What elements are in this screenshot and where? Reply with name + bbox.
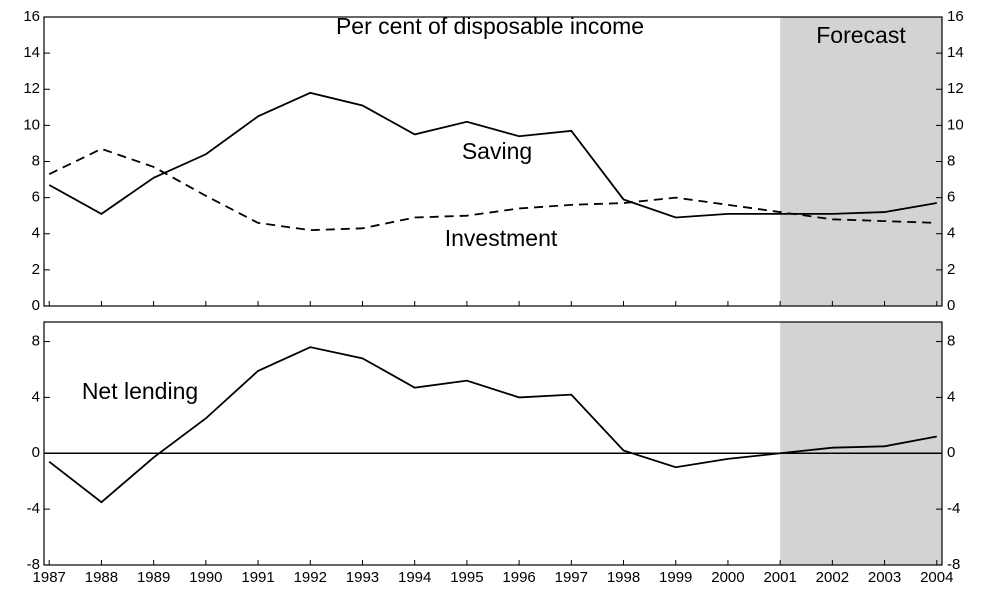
y-tick-label: 6	[32, 189, 40, 206]
x-tick-label: 1989	[137, 569, 170, 586]
chart-title: Per cent of disposable income	[336, 13, 644, 39]
y-tick-label: 10	[23, 116, 40, 133]
y-tick-label: 8	[32, 333, 40, 350]
y-tick-label: 16	[23, 8, 40, 25]
forecast-label: Forecast	[816, 22, 906, 48]
y-tick-label: 4	[32, 225, 40, 242]
x-tick-label: 1997	[555, 569, 588, 586]
y-tick-label: 4	[32, 388, 40, 405]
series-line	[48, 147, 937, 232]
y-tick-label-right: 0	[947, 444, 955, 461]
x-tick-label: 1988	[85, 569, 118, 586]
y-tick-label: 12	[23, 80, 40, 97]
y-tick-label-right: 12	[947, 80, 964, 97]
x-tick-label: 1995	[450, 569, 483, 586]
forecast-region	[780, 17, 942, 306]
x-tick-label: 1999	[659, 569, 692, 586]
x-tick-label: 1996	[502, 569, 535, 586]
plot-frame	[43, 321, 943, 566]
annotation: Net lending	[82, 378, 198, 404]
y-tick-label-right: 14	[947, 44, 964, 61]
x-tick-label: 2000	[711, 569, 744, 586]
series-line	[48, 346, 937, 504]
y-tick-label-right: 8	[947, 333, 955, 350]
x-tick-label: 1991	[241, 569, 274, 586]
x-tick-label: 1998	[607, 569, 640, 586]
y-tick-label-right: 2	[947, 261, 955, 278]
y-tick-label: 2	[32, 261, 40, 278]
y-tick-label-right: 0	[947, 297, 955, 314]
annotation: Investment	[445, 225, 558, 251]
y-tick-label-right: 16	[947, 8, 964, 25]
y-tick-label: 0	[32, 297, 40, 314]
x-tick-label: 1993	[346, 569, 379, 586]
x-tick-label: 2003	[868, 569, 901, 586]
x-tick-label: 2002	[816, 569, 849, 586]
x-tick-label: 1992	[294, 569, 327, 586]
y-tick-label: 8	[32, 152, 40, 169]
y-tick-label: -8	[27, 556, 40, 573]
y-tick-label-right: 6	[947, 189, 955, 206]
x-tick-label: 2001	[763, 569, 796, 586]
y-tick-label-right: -4	[947, 500, 960, 517]
y-tick-label-right: 4	[947, 388, 955, 405]
x-tick-label: 1987	[33, 569, 66, 586]
annotation: Saving	[462, 138, 532, 164]
forecast-region	[780, 322, 942, 565]
y-tick-label-right: 10	[947, 116, 964, 133]
x-tick-label: 2004	[920, 569, 953, 586]
y-tick-label-right: 4	[947, 225, 955, 242]
y-tick-label: 14	[23, 44, 40, 61]
y-tick-label-right: -8	[947, 556, 960, 573]
y-tick-label: 0	[32, 444, 40, 461]
y-tick-label: -4	[27, 500, 40, 517]
x-tick-label: 1994	[398, 569, 431, 586]
y-tick-label-right: 8	[947, 152, 955, 169]
x-tick-label: 1990	[189, 569, 222, 586]
